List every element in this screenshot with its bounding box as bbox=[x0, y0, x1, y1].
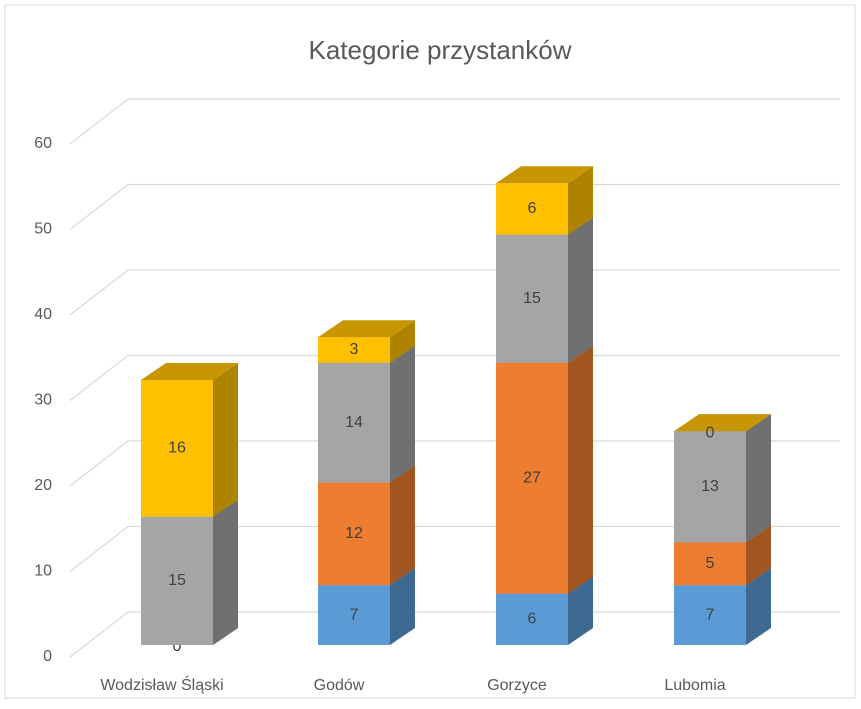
bar-segment bbox=[496, 345, 593, 594]
bar-segment bbox=[141, 362, 238, 517]
y-tick-label: 10 bbox=[34, 563, 52, 580]
value-label: 15 bbox=[523, 290, 541, 307]
bar-segment bbox=[674, 414, 771, 432]
value-label: 27 bbox=[523, 469, 541, 486]
bar-front bbox=[141, 516, 213, 645]
chart-title: Kategorie przystanków bbox=[308, 35, 571, 65]
value-label: 0 bbox=[706, 424, 715, 441]
bar-front bbox=[674, 431, 746, 543]
bar-side bbox=[390, 320, 415, 363]
x-tick-label: Lubomia bbox=[664, 677, 725, 694]
bar-top bbox=[141, 362, 238, 380]
x-tick-label: Gorzyce bbox=[487, 677, 547, 694]
value-label: 13 bbox=[701, 478, 719, 495]
x-tick-label: Wodzisław Śląski bbox=[100, 675, 223, 694]
bar-side bbox=[390, 465, 415, 586]
bar-front bbox=[496, 183, 568, 235]
value-label: 6 bbox=[528, 611, 537, 628]
bar-segment bbox=[318, 345, 415, 483]
bar-front bbox=[318, 362, 390, 483]
bar-front bbox=[318, 585, 390, 645]
y-tick-label: 0 bbox=[43, 648, 52, 665]
grid-line bbox=[69, 269, 840, 316]
bar-side bbox=[568, 576, 593, 645]
value-label: 15 bbox=[168, 572, 186, 589]
value-label: 12 bbox=[345, 525, 363, 542]
bar-front bbox=[674, 585, 746, 645]
bar-front bbox=[496, 234, 568, 363]
y-tick-label: 60 bbox=[34, 135, 52, 152]
value-label: 16 bbox=[168, 440, 186, 457]
bar-side bbox=[746, 568, 771, 645]
grid-line bbox=[69, 354, 840, 401]
grid-line bbox=[69, 440, 840, 487]
value-label: 3 bbox=[350, 341, 359, 358]
y-tick-label: 40 bbox=[34, 306, 52, 323]
grid-line bbox=[69, 98, 840, 145]
value-label: 6 bbox=[528, 200, 537, 217]
bar-front bbox=[318, 337, 390, 363]
bar-front bbox=[496, 593, 568, 645]
bar-front bbox=[674, 542, 746, 586]
value-label: 7 bbox=[350, 606, 359, 623]
bar-side bbox=[746, 525, 771, 586]
bar-side bbox=[213, 499, 238, 645]
bar-side bbox=[390, 568, 415, 645]
bar-segment bbox=[674, 414, 771, 543]
bar-side bbox=[390, 345, 415, 483]
bar-top bbox=[318, 320, 415, 338]
bar-side bbox=[213, 362, 238, 517]
bar-side bbox=[568, 166, 593, 235]
bar-front bbox=[141, 379, 213, 517]
bar-side bbox=[746, 414, 771, 543]
bar-side bbox=[568, 345, 593, 594]
y-tick-label: 50 bbox=[34, 221, 52, 238]
bar-front bbox=[496, 362, 568, 594]
value-label: 0 bbox=[173, 638, 182, 655]
grid-line bbox=[69, 183, 840, 230]
bar-front bbox=[318, 482, 390, 586]
grid-line bbox=[69, 611, 840, 658]
bar-top bbox=[674, 414, 771, 432]
value-label: 5 bbox=[706, 555, 715, 572]
y-tick-label: 30 bbox=[34, 392, 52, 409]
bar-segment bbox=[318, 320, 415, 363]
x-tick-label: Godów bbox=[314, 677, 365, 694]
bar-segment bbox=[496, 166, 593, 235]
bar-segment bbox=[318, 465, 415, 586]
value-label: 7 bbox=[706, 606, 715, 623]
bar-top bbox=[496, 166, 593, 184]
bar-side bbox=[568, 217, 593, 363]
value-label: 14 bbox=[345, 414, 363, 431]
grid-line bbox=[69, 525, 840, 572]
y-tick-label: 20 bbox=[34, 477, 52, 494]
bar-segment bbox=[496, 217, 593, 363]
bar-segment bbox=[141, 499, 238, 645]
